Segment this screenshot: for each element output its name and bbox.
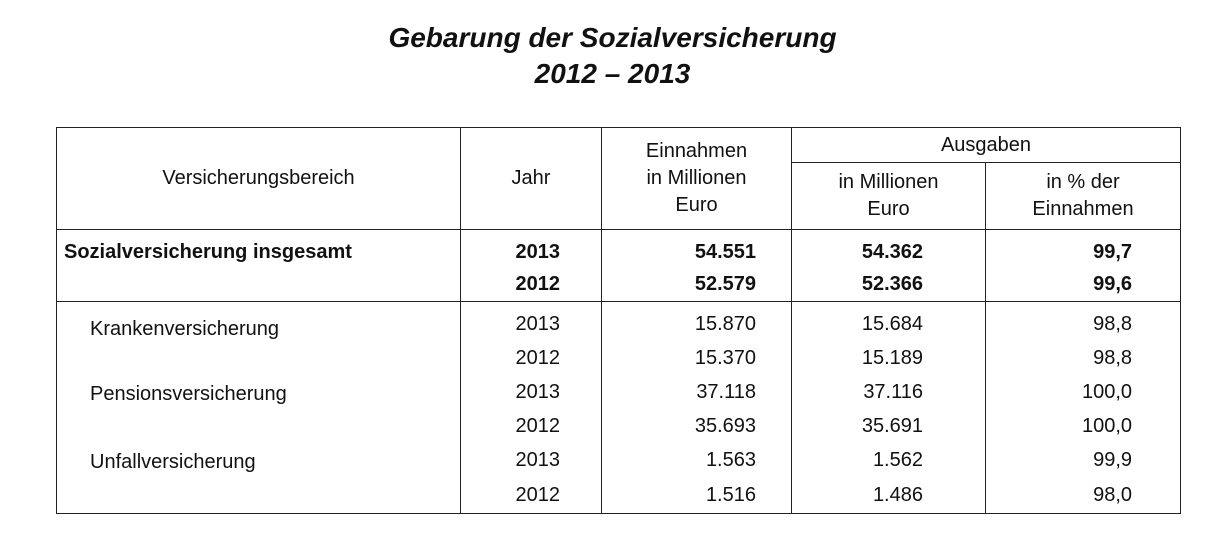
cell-expenses: 35.691 <box>791 409 986 443</box>
table-row: 2012 1.516 1.486 98,0 <box>57 477 1182 514</box>
cell-income: 1.516 <box>601 477 792 514</box>
header-income-line3: Euro <box>675 194 718 216</box>
header-exp-mio-line2: Euro <box>867 198 910 220</box>
cell-expenses: 1.486 <box>791 477 986 514</box>
header-expenses-millions: in Millionen Euro <box>791 162 986 230</box>
cell-expenses: 15.684 <box>791 301 986 341</box>
row-label-health: Krankenversicherung <box>56 301 461 375</box>
header-expenses-percent: in % der Einnahmen <box>984 162 1182 230</box>
header-exp-mio-line1: in Millionen <box>838 171 939 193</box>
cell-percent: 99,7 <box>984 229 1182 268</box>
cell-income: 35.693 <box>601 409 792 443</box>
cell-expenses: 52.366 <box>791 268 986 302</box>
header-income: Einnahmen in Millionen Euro <box>601 127 792 230</box>
cell-year: 2012 <box>460 477 602 514</box>
table-row: Krankenversicherung 2013 15.870 15.684 9… <box>56 301 1182 375</box>
cell-income: 15.870 <box>601 301 792 341</box>
table-row: 2012 52.579 52.366 99,6 <box>56 268 1182 302</box>
row-label-accident: Unfallversicherung <box>56 443 461 514</box>
cell-expenses: 15.189 <box>791 341 986 375</box>
cell-year: 2013 <box>460 375 602 409</box>
cell-year: 2012 <box>460 409 602 443</box>
cell-year: 2012 <box>460 268 602 302</box>
cell-expenses: 1.562 <box>791 443 986 477</box>
table-row: Sozialversicherung insgesamt 2013 54.551… <box>56 229 1182 268</box>
cell-year: 2013 <box>460 229 602 268</box>
cell-income: 52.579 <box>601 268 792 302</box>
table-row: Pensionsversicherung 2013 37.118 37.116 … <box>56 375 1182 443</box>
header-expenses: Ausgaben <box>790 127 1182 163</box>
row-label-empty <box>56 268 461 302</box>
cell-expenses: 54.362 <box>791 229 986 268</box>
cell-year: 2013 <box>460 301 602 341</box>
cell-income: 54.551 <box>601 229 792 268</box>
row-label-pension: Pensionsversicherung <box>56 375 461 443</box>
cell-percent: 100,0 <box>984 409 1182 443</box>
header-year: Jahr <box>460 127 602 230</box>
header-exp-pct-line1: in % der <box>1046 171 1120 193</box>
cell-percent: 100,0 <box>984 375 1182 409</box>
row-label-total: Sozialversicherung insgesamt <box>56 229 461 268</box>
cell-year: 2013 <box>460 443 602 477</box>
cell-percent: 99,9 <box>984 443 1182 477</box>
header-income-line2: in Millionen <box>646 167 747 189</box>
header-area: Versicherungsbereich <box>56 127 461 230</box>
cell-percent: 98,8 <box>984 301 1182 341</box>
cell-year: 2012 <box>460 341 602 375</box>
social-insurance-table: Versicherungsbereich Jahr Einnahmen in M… <box>56 127 1182 514</box>
cell-income: 15.370 <box>601 341 792 375</box>
cell-income: 1.563 <box>601 443 792 477</box>
table-row: 2012 35.693 35.691 100,0 <box>57 409 1182 443</box>
table-row: Unfallversicherung 2013 1.563 1.562 99,9 <box>56 443 1182 514</box>
cell-percent: 98,8 <box>984 341 1182 375</box>
header-income-line1: Einnahmen <box>645 140 748 162</box>
cell-percent: 99,6 <box>984 268 1182 302</box>
table-row: 2012 15.370 15.189 98,8 <box>57 341 1182 375</box>
cell-expenses: 37.116 <box>791 375 986 409</box>
cell-income: 37.118 <box>601 375 792 409</box>
cell-percent: 98,0 <box>984 477 1182 514</box>
page-subtitle-years: 2012 – 2013 <box>534 58 691 89</box>
header-exp-pct-line2: Einnahmen <box>1032 198 1134 220</box>
page-title: Gebarung der Sozialversicherung <box>388 22 837 53</box>
